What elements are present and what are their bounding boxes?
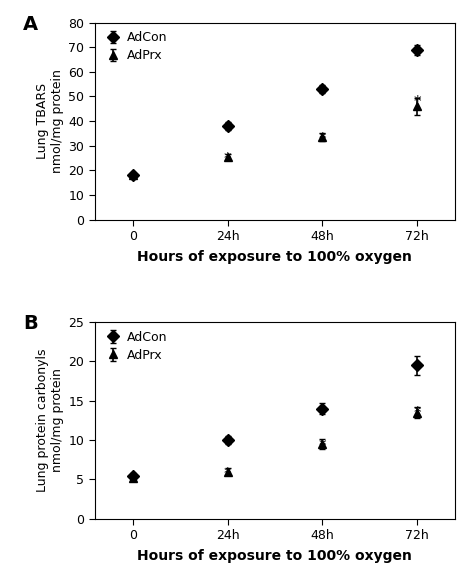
Text: *: *: [413, 95, 421, 110]
Text: B: B: [23, 314, 37, 333]
Y-axis label: Lung TBARS
nmol/mg protein: Lung TBARS nmol/mg protein: [36, 69, 64, 173]
X-axis label: Hours of exposure to 100% oxygen: Hours of exposure to 100% oxygen: [137, 549, 412, 563]
Legend: AdCon, AdPrx: AdCon, AdPrx: [101, 328, 170, 364]
X-axis label: Hours of exposure to 100% oxygen: Hours of exposure to 100% oxygen: [137, 250, 412, 264]
Y-axis label: Lung protein carbonyls
nmol/mg protein: Lung protein carbonyls nmol/mg protein: [36, 349, 64, 492]
Legend: AdCon, AdPrx: AdCon, AdPrx: [101, 29, 170, 65]
Text: *: *: [413, 406, 421, 421]
Text: *: *: [319, 132, 326, 147]
Text: *: *: [224, 467, 231, 482]
Text: A: A: [23, 15, 38, 34]
Text: *: *: [319, 439, 326, 453]
Text: *: *: [224, 152, 231, 167]
